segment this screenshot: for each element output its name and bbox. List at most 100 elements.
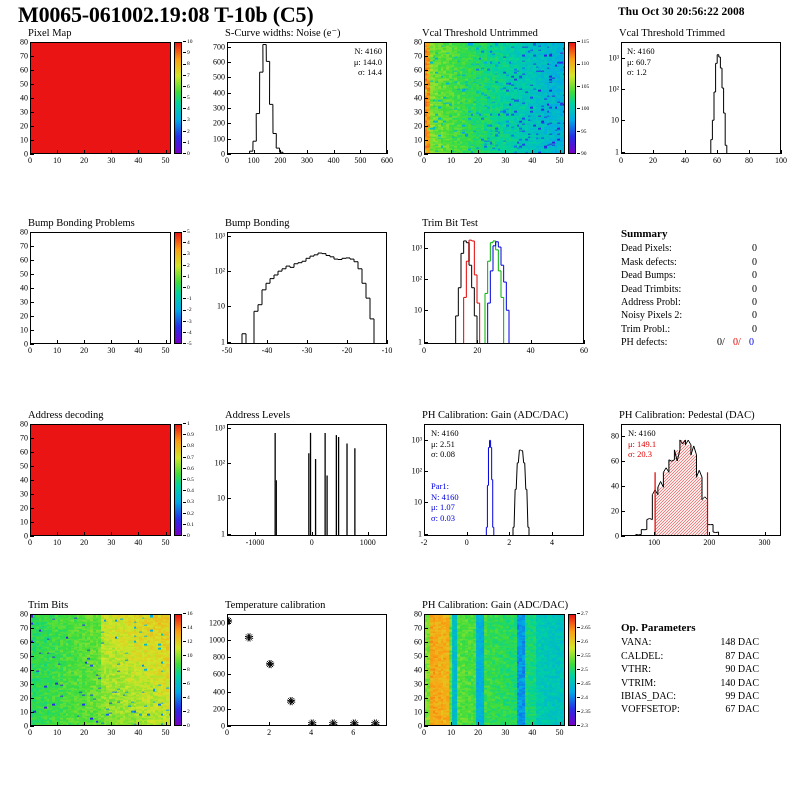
y-tick-label: 500 (213, 72, 225, 82)
y-tick (424, 533, 428, 535)
y-tick-label: 40 (611, 481, 619, 491)
color-bar-tick: 0.4 (183, 488, 194, 494)
x-tick (424, 150, 425, 154)
y-tick-label: 10³ (214, 423, 225, 433)
y-tick (30, 684, 34, 685)
summary-row: Dead Bumps: 0 (621, 269, 781, 282)
histogram-canvas (228, 425, 386, 535)
color-bar-tick: 12 (183, 639, 193, 645)
x-tick-label: 0 (28, 346, 32, 355)
y-tick-label: 50 (20, 269, 28, 279)
x-tick-label: 400 (327, 156, 340, 165)
y-tick-label: 10² (608, 84, 619, 94)
x-tick (84, 150, 86, 154)
x-tick-label: 20 (80, 538, 89, 547)
color-bar-tick: 2 (183, 709, 190, 715)
y-tick-label: 10³ (608, 53, 619, 63)
y-tick-label: 10 (414, 497, 422, 507)
x-tick (532, 150, 534, 154)
y-tick (30, 246, 34, 247)
y-tick-label: 0 (24, 149, 28, 159)
y-tick (30, 260, 34, 261)
x-tick (353, 722, 355, 726)
x-tick (307, 150, 308, 154)
row-label: IBIAS_DAC: (621, 690, 677, 702)
y-tick (227, 92, 231, 94)
color-bar-tick: 0.7 (183, 455, 194, 461)
row-value: 0 (752, 323, 757, 335)
histogram-canvas (228, 233, 386, 343)
y-tick (424, 614, 428, 615)
x-tick (227, 722, 228, 726)
x-tick-label: 0 (28, 538, 32, 547)
color-bar-tick: 0.3 (183, 499, 194, 505)
color-bar-tick: 2.35 (577, 709, 591, 715)
y-tick (30, 98, 34, 99)
stat-sigma: σ: 1.2 (627, 67, 647, 77)
y-tick (30, 112, 34, 113)
panel-bump-bonding-problems: Bump Bonding Problems 0 10 20 30 40 50 0 10 20 3… (2, 218, 201, 410)
panel-bump-bonding: Bump Bonding -50 -40 -30 -20 -10 1 10 10² 10³ (199, 218, 398, 410)
x-tick-label: 20 (80, 728, 89, 737)
y-tick-label: 60 (414, 65, 422, 75)
y-tick (30, 438, 34, 439)
y-tick-label: 10 (217, 301, 225, 311)
x-tick-label: 0 (28, 728, 32, 737)
stat-mu: μ: 2.51 (431, 438, 455, 449)
color-bar-tick: 2.3 (577, 723, 588, 729)
x-tick (30, 722, 31, 726)
y-tick (30, 316, 34, 317)
y-tick (227, 726, 231, 727)
color-bar-tick: 0.2 (183, 511, 194, 517)
y-tick-label: 50 (414, 79, 422, 89)
op-parameter-row: VTRIM: 140 DAC (621, 677, 781, 690)
y-tick-label: 10 (611, 115, 619, 125)
x-tick (466, 532, 468, 536)
y-tick (30, 480, 34, 481)
x-tick-label: 0 (422, 728, 426, 737)
row-value: 140 DAC (720, 677, 759, 689)
x-tick (424, 722, 425, 726)
y-tick-label: 40 (20, 283, 28, 293)
summary-row: Dead Trimbits: 0 (621, 283, 781, 296)
y-tick (227, 341, 231, 343)
x-tick-label: 0 (619, 156, 623, 165)
x-tick-label: 40 (134, 156, 143, 165)
x-tick (165, 722, 167, 726)
summary-row: Mask defects: 0 (621, 256, 781, 269)
x-tick-label: -40 (261, 346, 273, 355)
x-tick-label: -1000 (245, 538, 265, 547)
plot-frame: N: 4160 μ: 144.0 σ: 14.4 (227, 42, 387, 154)
panel-title: Bump Bonding (225, 218, 290, 229)
y-tick-label: 400 (213, 687, 225, 696)
color-bar-tick: 2.7 (577, 611, 588, 617)
x-tick (530, 340, 532, 344)
x-tick (111, 150, 113, 154)
y-tick (227, 622, 231, 624)
x-tick-label: 30 (107, 728, 116, 737)
plot-frame (227, 424, 387, 536)
x-tick-label: 40 (526, 346, 535, 355)
y-tick-label: 700 (213, 42, 225, 52)
x-tick (111, 532, 113, 536)
x-tick (84, 722, 86, 726)
y-tick (227, 123, 231, 125)
y-tick (227, 46, 231, 48)
y-tick-label: 60 (414, 637, 422, 647)
row-label: Dead Bumps: (621, 270, 676, 282)
y-tick-label: 200 (213, 118, 225, 128)
y-tick-label: 70 (20, 241, 28, 251)
y-tick-label: 50 (20, 79, 28, 89)
x-tick-label: 300 (758, 538, 771, 547)
color-bar (174, 424, 182, 536)
color-bar-tick: 1 (183, 140, 190, 146)
y-tick-label: 0 (615, 531, 619, 541)
summary-row: Trim Probl.: 0 (621, 323, 781, 336)
x-tick (227, 150, 228, 154)
x-tick (387, 150, 388, 154)
y-tick (621, 436, 625, 438)
y-tick (227, 138, 231, 140)
x-tick-label: 100 (775, 156, 787, 165)
y-tick (424, 439, 428, 441)
summary-row: Address Probl: 0 (621, 296, 781, 309)
